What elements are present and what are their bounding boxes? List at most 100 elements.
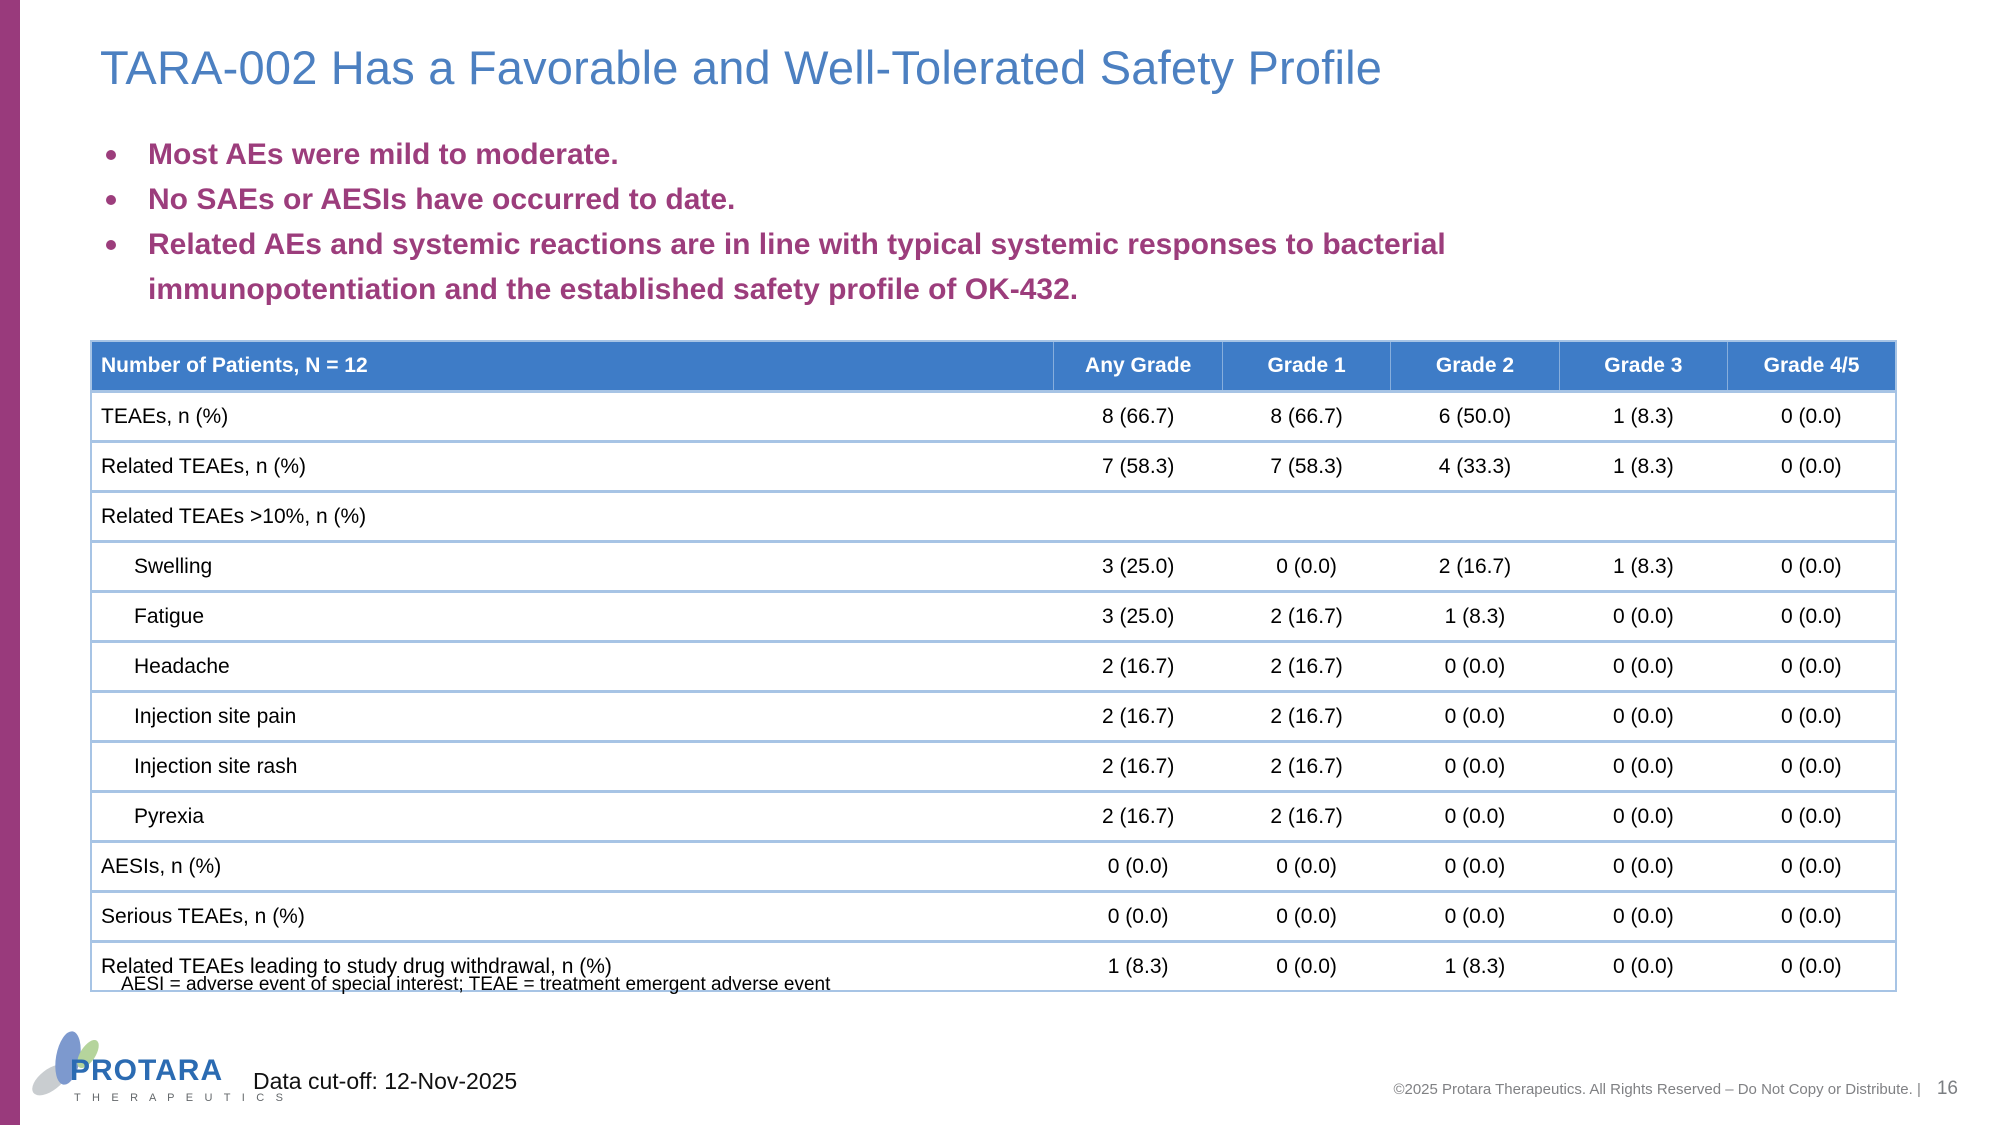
row-value: 1 (8.3) [1053, 940, 1223, 991]
row-value: 0 (0.0) [1559, 890, 1728, 942]
column-header: Grade 1 [1221, 341, 1391, 392]
table-row: Related TEAEs leading to study drug with… [91, 940, 1896, 991]
row-value: 3 (25.0) [1053, 540, 1223, 592]
row-value: 0 (0.0) [1222, 940, 1391, 991]
row-value: 0 (0.0) [1390, 890, 1560, 942]
table-row: Injection site pain 2 (16.7) 2 (16.7) 0 (0.… [91, 690, 1896, 742]
row-label: Serious TEAEs, n (%) [91, 890, 1054, 942]
column-header: Grade 4/5 [1727, 341, 1896, 392]
column-header: Any Grade [1053, 341, 1223, 392]
row-value: 0 (0.0) [1727, 540, 1896, 592]
row-value [1053, 490, 1223, 542]
row-value: 0 (0.0) [1559, 840, 1728, 892]
bullet-item: No SAEs or AESIs have occurred to date. [103, 177, 1688, 222]
bullet-text: No SAEs or AESIs have occurred to date. [148, 183, 736, 216]
row-value: 0 (0.0) [1727, 740, 1896, 792]
column-header-label: Number of Patients, N = 12 [91, 341, 1054, 392]
bullet-item: Most AEs were mild to moderate. [103, 132, 1688, 177]
row-label: TEAEs, n (%) [91, 390, 1054, 442]
row-value: 0 (0.0) [1727, 840, 1896, 892]
page-number: 16 [1936, 1078, 1958, 1099]
table-row: AESIs, n (%) 0 (0.0) 0 (0.0) 0 (0.0) 0 (0.0)… [91, 840, 1896, 892]
left-accent-bar [0, 0, 20, 1125]
row-value: 0 (0.0) [1390, 640, 1560, 692]
copyright-text: ©2025 Protara Therapeutics. All Rights R… [1393, 1081, 1921, 1098]
row-value: 0 (0.0) [1390, 790, 1560, 842]
row-value: 2 (16.7) [1222, 740, 1391, 792]
row-value: 1 (8.3) [1559, 440, 1728, 492]
row-value: 0 (0.0) [1222, 540, 1391, 592]
row-value [1222, 490, 1391, 542]
logo-subtitle: T H E R A P E U T I C S [74, 1092, 288, 1104]
table-footnote: AESI = adverse event of special interest… [121, 974, 831, 995]
row-value: 0 (0.0) [1559, 640, 1728, 692]
row-value: 0 (0.0) [1727, 590, 1896, 642]
row-value: 0 (0.0) [1559, 940, 1728, 991]
row-label: Injection site pain [91, 690, 1054, 742]
row-value: 1 (8.3) [1559, 540, 1728, 592]
row-value: 0 (0.0) [1222, 840, 1391, 892]
table-row: Related TEAEs, n (%) 7 (58.3) 7 (58.3) 4 (3… [91, 440, 1896, 492]
table-row: Related TEAEs >10%, n (%) [91, 490, 1896, 542]
row-value: 0 (0.0) [1390, 840, 1560, 892]
column-header: Grade 3 [1558, 341, 1728, 392]
row-label: Headache [91, 640, 1054, 692]
row-value: 0 (0.0) [1053, 890, 1223, 942]
logo-wordmark: PROTARA [70, 1054, 224, 1087]
row-value: 2 (16.7) [1222, 590, 1391, 642]
row-label: Pyrexia [91, 790, 1054, 842]
bullet-item: Related AEs and systemic reactions are i… [103, 222, 1688, 312]
row-value: 0 (0.0) [1559, 590, 1728, 642]
row-value: 2 (16.7) [1053, 640, 1223, 692]
table-header-row: Number of Patients, N = 12 Any Grade Grade… [91, 341, 1896, 392]
row-value: 0 (0.0) [1727, 940, 1896, 991]
row-value: 0 (0.0) [1727, 640, 1896, 692]
row-value [1559, 490, 1728, 542]
data-cutoff-label: Data cut-off: 12-Nov-2025 [253, 1068, 518, 1094]
row-value: 0 (0.0) [1559, 690, 1728, 742]
row-label: AESIs, n (%) [91, 840, 1054, 892]
row-value: 4 (33.3) [1390, 440, 1560, 492]
footer-right: ©2025 Protara Therapeutics. All Rights R… [1393, 1078, 1958, 1100]
column-header: Grade 2 [1390, 341, 1560, 392]
row-value: 8 (66.7) [1053, 390, 1223, 442]
row-value: 0 (0.0) [1390, 690, 1560, 742]
row-value: 7 (58.3) [1053, 440, 1223, 492]
row-value: 0 (0.0) [1727, 390, 1896, 442]
bullet-text: Related AEs and systemic reactions are i… [148, 228, 1446, 306]
row-value: 0 (0.0) [1559, 740, 1728, 792]
row-label: Injection site rash [91, 740, 1054, 792]
bullet-dot-icon [106, 195, 116, 205]
table-row: Serious TEAEs, n (%) 0 (0.0) 0 (0.0) 0 (0.0… [91, 890, 1896, 942]
table-body: TEAEs, n (%) 8 (66.7) 8 (66.7) 6 (50.0) 1 (8… [91, 390, 1896, 991]
bullet-dot-icon [106, 240, 116, 250]
row-label: Related TEAEs, n (%) [91, 440, 1054, 492]
row-value [1727, 490, 1896, 542]
row-value: 0 (0.0) [1559, 790, 1728, 842]
table-row: Pyrexia 2 (16.7) 2 (16.7) 0 (0.0) 0 (0.0) 0 (… [91, 790, 1896, 842]
row-value: 2 (16.7) [1222, 790, 1391, 842]
table-row: TEAEs, n (%) 8 (66.7) 8 (66.7) 6 (50.0) 1 (8… [91, 390, 1896, 442]
table-row: Swelling 3 (25.0) 0 (0.0) 2 (16.7) 1 (8.3) 0 … [91, 540, 1896, 592]
row-value: 0 (0.0) [1727, 890, 1896, 942]
row-label: Related TEAEs leading to study drug with… [91, 940, 1054, 991]
row-value: 0 (0.0) [1053, 840, 1223, 892]
bullet-text: Most AEs were mild to moderate. [148, 138, 619, 171]
row-label: Fatigue [91, 590, 1054, 642]
row-value: 2 (16.7) [1053, 790, 1223, 842]
bullet-list: Most AEs were mild to moderate. No SAEs o… [103, 132, 1688, 312]
row-value: 0 (0.0) [1727, 790, 1896, 842]
row-value: 6 (50.0) [1390, 390, 1560, 442]
row-value: 0 (0.0) [1222, 890, 1391, 942]
row-value: 7 (58.3) [1222, 440, 1391, 492]
table-row: Injection site rash 2 (16.7) 2 (16.7) 0 (0.… [91, 740, 1896, 792]
row-value: 2 (16.7) [1053, 690, 1223, 742]
row-value: 0 (0.0) [1727, 440, 1896, 492]
table-row: Fatigue 3 (25.0) 2 (16.7) 1 (8.3) 0 (0.0) 0 (… [91, 590, 1896, 642]
row-value: 1 (8.3) [1390, 940, 1560, 991]
safety-table: Number of Patients, N = 12 Any Grade Grade… [90, 340, 1897, 992]
row-value: 0 (0.0) [1390, 740, 1560, 792]
row-value: 2 (16.7) [1390, 540, 1560, 592]
row-value [1390, 490, 1560, 542]
